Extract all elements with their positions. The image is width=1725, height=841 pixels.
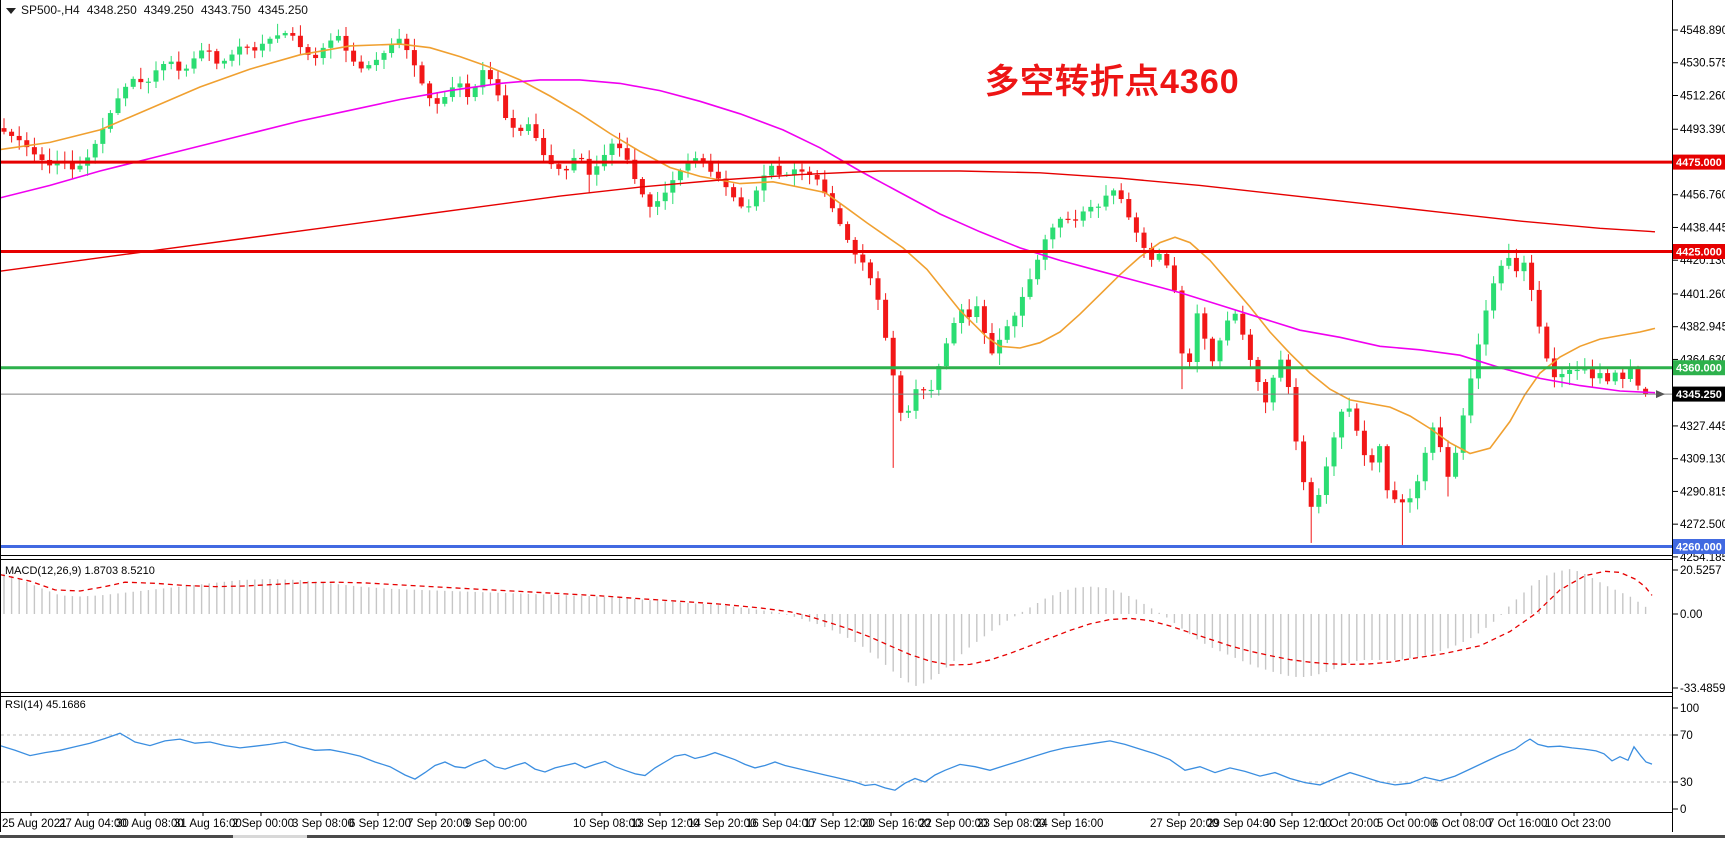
ma-slow-red [0, 170, 1656, 272]
svg-text:4327.445: 4327.445 [1680, 421, 1725, 433]
svg-text:24 Sep 16:00: 24 Sep 16:00 [1035, 818, 1103, 830]
macd-signal-line [0, 570, 1653, 666]
macd-rsi-separator-bottom[interactable] [0, 696, 1672, 697]
candles-layer [1, 23, 1649, 546]
svg-text:7 Sep 20:00: 7 Sep 20:00 [407, 818, 469, 830]
horizontal-scrollbar-track[interactable] [0, 835, 1725, 838]
rsi-layer: 100 70 30 0 [0, 703, 1699, 816]
svg-text:9 Sep 00:00: 9 Sep 00:00 [465, 818, 527, 830]
svg-text:17 Sep 12:00: 17 Sep 12:00 [804, 818, 872, 830]
ma-fast-orange [0, 43, 1656, 455]
svg-text:31 Aug 16:00: 31 Aug 16:00 [174, 818, 242, 830]
ohlc-high: 4349.250 [143, 3, 194, 17]
svg-text:4425.000: 4425.000 [1676, 247, 1722, 259]
svg-text:0: 0 [1680, 804, 1686, 816]
ohlc-close: 4345.250 [257, 3, 308, 17]
svg-text:4438.445: 4438.445 [1680, 222, 1725, 234]
svg-text:-33.4859: -33.4859 [1680, 683, 1725, 695]
svg-text:4360.000: 4360.000 [1676, 363, 1722, 375]
symbol-title: SP500-,H4 [21, 3, 80, 17]
macd-indicator-label: MACD(12,26,9) 1.8703 8.5210 [5, 565, 155, 577]
svg-text:4456.760: 4456.760 [1680, 190, 1725, 202]
svg-text:27 Sep 20:00: 27 Sep 20:00 [1150, 818, 1218, 830]
time-axis-border [0, 812, 1672, 813]
trend-annotation-text: 多空转折点4360 [985, 63, 1240, 101]
svg-text:4382.945: 4382.945 [1680, 322, 1725, 334]
price-axis-border [1672, 0, 1673, 832]
svg-text:4401.260: 4401.260 [1680, 289, 1725, 301]
svg-text:10 Sep 08:00: 10 Sep 08:00 [573, 818, 641, 830]
svg-text:4493.390: 4493.390 [1680, 124, 1725, 136]
svg-text:4290.815: 4290.815 [1680, 486, 1725, 498]
current-price-arrow-icon [1656, 390, 1665, 399]
hlines-layer [1, 160, 1672, 549]
price-axis-layer: 4548.890 4530.575 4512.260 4493.390 4456.760… [1672, 25, 1725, 564]
main-macd-separator-top[interactable] [0, 555, 1672, 556]
rsi-line [0, 732, 1653, 791]
svg-text:4512.260: 4512.260 [1680, 90, 1725, 102]
plot-left-border [0, 0, 1, 832]
ma-mid-magenta [0, 79, 1656, 394]
svg-text:4254.185: 4254.185 [1680, 552, 1725, 564]
svg-text:4272.500: 4272.500 [1680, 519, 1725, 531]
svg-text:4548.890: 4548.890 [1680, 25, 1725, 37]
ohlc-low: 4343.750 [200, 3, 251, 17]
svg-text:30: 30 [1680, 777, 1693, 789]
svg-text:4475.000: 4475.000 [1676, 157, 1722, 169]
svg-text:100: 100 [1680, 703, 1699, 715]
symbol-collapse-arrow-icon[interactable] [6, 7, 16, 14]
svg-text:3 Sep 08:00: 3 Sep 08:00 [292, 818, 354, 830]
svg-text:5 Oct 00:00: 5 Oct 00:00 [1377, 818, 1436, 830]
svg-text:1 Oct 20:00: 1 Oct 20:00 [1320, 818, 1379, 830]
svg-text:22 Sep 00:00: 22 Sep 00:00 [919, 818, 987, 830]
svg-text:4309.130: 4309.130 [1680, 454, 1725, 466]
svg-text:25 Aug 2021: 25 Aug 2021 [2, 818, 67, 830]
svg-text:30 Sep 12:00: 30 Sep 12:00 [1263, 818, 1331, 830]
symbol-header: SP500-,H4 4348.250 4349.250 4343.750 4345.25… [6, 3, 308, 17]
rsi-indicator-label: RSI(14) 45.1686 [5, 699, 86, 711]
main-macd-separator-bottom[interactable] [0, 559, 1672, 560]
ohlc-open: 4348.250 [86, 3, 137, 17]
svg-text:20.5257: 20.5257 [1680, 565, 1722, 577]
svg-text:20 Sep 16:00: 20 Sep 16:00 [862, 818, 930, 830]
svg-text:16 Sep 04:00: 16 Sep 04:00 [746, 818, 814, 830]
svg-text:2 Sep 00:00: 2 Sep 00:00 [232, 818, 294, 830]
svg-text:4345.250: 4345.250 [1676, 389, 1722, 401]
macd-rsi-separator-top[interactable] [0, 692, 1672, 693]
horizontal-scrollbar-thumb[interactable] [233, 835, 307, 838]
svg-text:4530.575: 4530.575 [1680, 58, 1725, 70]
svg-text:6 Sep 12:00: 6 Sep 12:00 [349, 818, 411, 830]
svg-text:13 Sep 12:00: 13 Sep 12:00 [631, 818, 699, 830]
svg-text:29 Sep 04:00: 29 Sep 04:00 [1207, 818, 1275, 830]
svg-text:10 Oct 23:00: 10 Oct 23:00 [1545, 818, 1611, 830]
moving-averages-layer [0, 43, 1656, 455]
svg-text:70: 70 [1680, 730, 1693, 742]
svg-text:23 Sep 08:00: 23 Sep 08:00 [977, 818, 1045, 830]
svg-text:27 Aug 04:00: 27 Aug 04:00 [59, 818, 127, 830]
macd-layer: 20.5257 0.00 -33.4859 [0, 565, 1725, 695]
svg-text:7 Oct 16:00: 7 Oct 16:00 [1488, 818, 1547, 830]
svg-text:4260.000: 4260.000 [1676, 542, 1722, 554]
svg-text:14 Sep 20:00: 14 Sep 20:00 [688, 818, 756, 830]
svg-text:0.00: 0.00 [1680, 609, 1702, 621]
svg-text:30 Aug 08:00: 30 Aug 08:00 [116, 818, 184, 830]
svg-text:6 Oct 08:00: 6 Oct 08:00 [1432, 818, 1491, 830]
